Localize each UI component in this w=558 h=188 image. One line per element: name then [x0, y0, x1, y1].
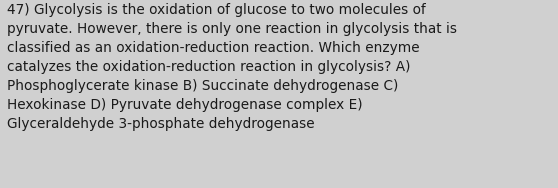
Text: 47) Glycolysis is the oxidation of glucose to two molecules of
pyruvate. However: 47) Glycolysis is the oxidation of gluco… [7, 3, 456, 130]
